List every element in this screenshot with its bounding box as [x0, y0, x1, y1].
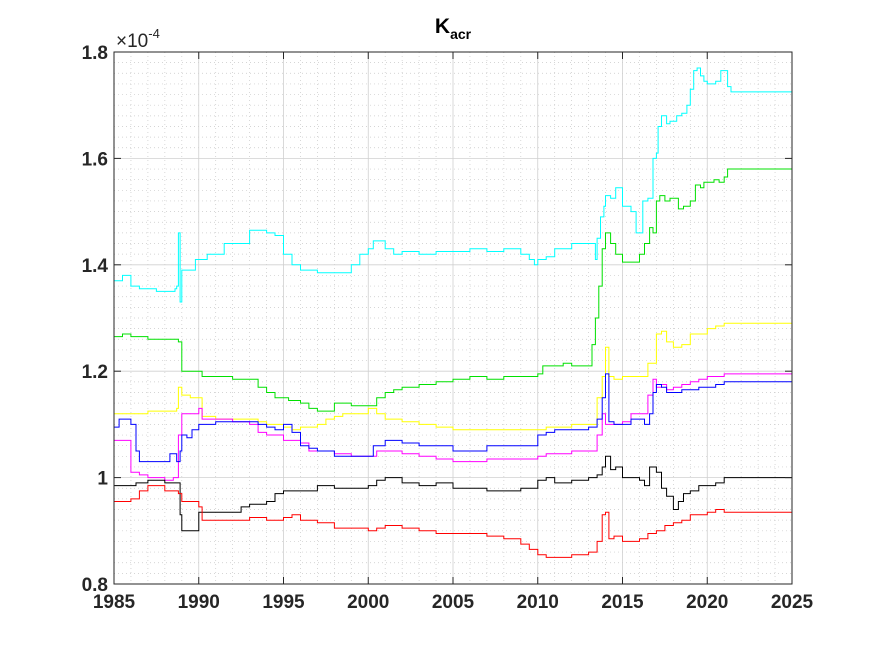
series-line-2: [114, 168, 792, 412]
y-axis-exponent-base: ×10: [116, 31, 148, 52]
y-tick-label: 1.8: [82, 43, 108, 64]
y-tick-label: 1.6: [82, 149, 108, 170]
series-line-5: [114, 373, 793, 463]
y-axis-exponent-power: -4: [148, 26, 160, 41]
y-tick-label: 1: [97, 469, 108, 490]
tick-labels: 1985 1990 1995 2000 2005 2010 2015 2020 2025 0.8 1…: [82, 43, 814, 613]
y-tick-label: 1.4: [82, 256, 109, 277]
y-axis-exponent: ×10-4: [116, 26, 160, 52]
x-tick-label: 2020: [686, 592, 728, 613]
y-tick-label: 0.8: [82, 575, 108, 596]
chart-title-main: K: [435, 15, 450, 38]
x-tick-label: 2015: [601, 592, 644, 613]
x-tick-label: 1995: [262, 592, 305, 613]
series-line-1: [114, 67, 792, 303]
x-tick-label: 1985: [93, 592, 136, 613]
series-line-4: [114, 373, 792, 481]
chart-title: Kacr: [435, 15, 472, 42]
x-tick-label: 2010: [517, 592, 559, 613]
x-tick-label: 1990: [178, 592, 220, 613]
x-tick-label: 2005: [432, 592, 475, 613]
ticks: [113, 51, 793, 585]
y-tick-label: 1.2: [82, 362, 108, 383]
chart-title-subscript: acr: [450, 26, 472, 42]
x-tick-label: 2000: [347, 592, 389, 613]
series-line-6: [114, 455, 792, 532]
series-line-3: [114, 320, 793, 431]
x-tick-label: 2025: [771, 592, 814, 613]
series-line-7: [114, 485, 792, 558]
series-group: [114, 67, 793, 558]
grid: [113, 51, 793, 585]
